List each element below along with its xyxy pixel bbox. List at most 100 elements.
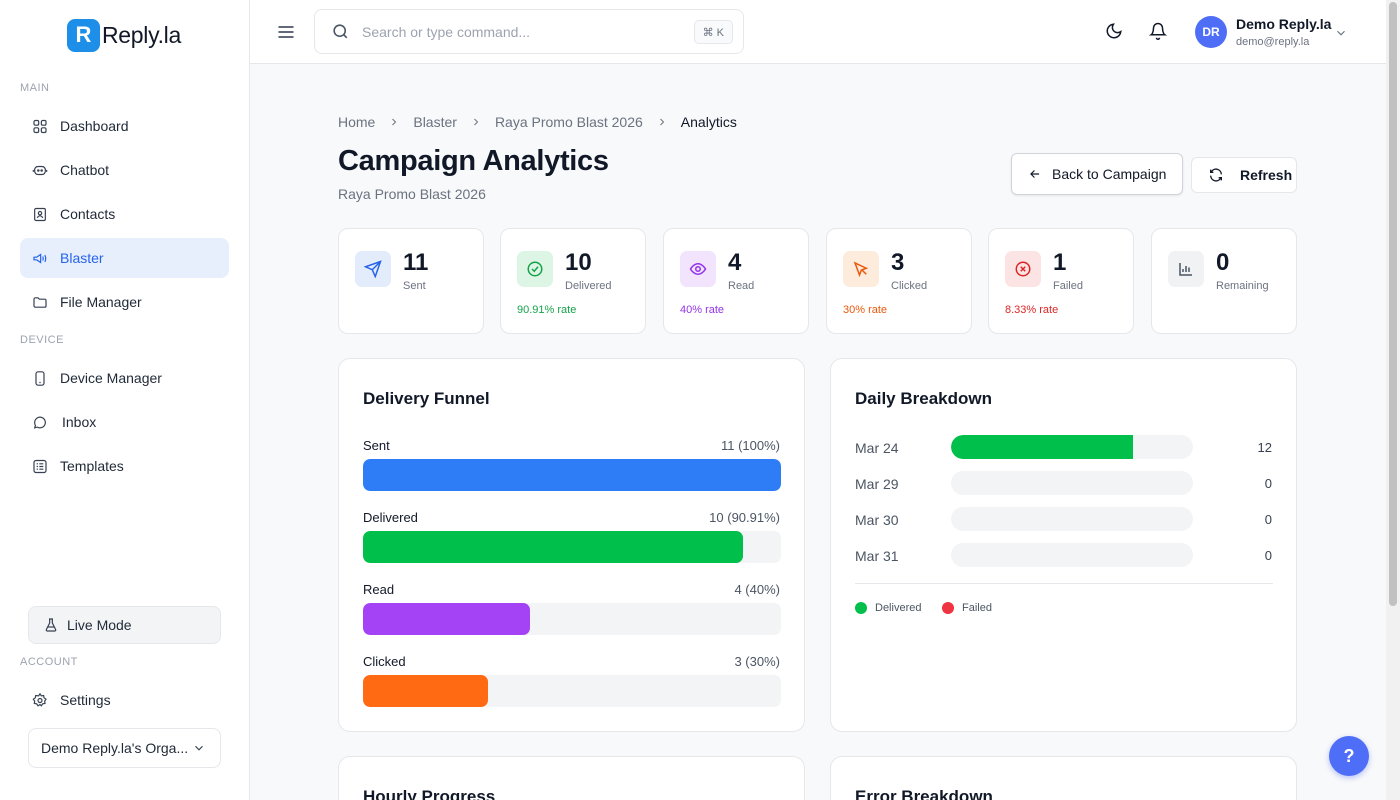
hourly-progress-panel: Hourly Progress [338,756,805,800]
back-to-campaign-button[interactable]: Back to Campaign [1011,153,1183,195]
day-label: Mar 29 [855,476,899,492]
sidebar-item-file-manager[interactable]: File Manager [20,282,229,322]
flask-icon [45,618,57,632]
logo-mark: R [67,18,100,52]
funnel-value: 3 (30%) [734,654,780,669]
funnel-track-read [363,603,781,635]
user-name[interactable]: Demo Reply.la [1236,16,1332,32]
organization-select[interactable]: Demo Reply.la's Orga... [28,728,221,768]
page-scrollbar[interactable] [1386,0,1400,800]
section-label-account: ACCOUNT [20,656,78,668]
help-button[interactable]: ? [1329,736,1369,776]
day-track [951,471,1193,495]
sidebar-item-device-manager[interactable]: Device Manager [20,358,229,398]
funnel-track-clicked [363,675,781,707]
back-button-label: Back to Campaign [1052,166,1167,182]
section-label-device: DEVICE [20,334,64,346]
legend-dot [942,602,954,614]
top-header: ⌘ K DR Demo Reply.la demo@reply.la [250,0,1386,64]
organization-name: Demo Reply.la's Orga... [41,740,189,756]
stat-card-sent: 11 Sent [338,228,484,334]
stat-value: 1 [1053,249,1067,276]
page-subtitle: Raya Promo Blast 2026 [338,186,486,202]
stat-label: Read [728,280,755,292]
sidebar-item-blaster[interactable]: Blaster [20,238,229,278]
sidebar-item-templates[interactable]: Templates [20,446,229,486]
day-label: Mar 30 [855,512,899,528]
sidebar-item-dashboard[interactable]: Dashboard [20,106,229,146]
send-icon [355,251,391,287]
stat-card-clicked: 3 Clicked 30% rate [826,228,972,334]
page-title: Campaign Analytics [338,145,609,177]
x-circle-icon [1005,251,1041,287]
cursor-icon [843,251,879,287]
sidebar-item-label: Settings [60,692,111,708]
gear-icon [32,692,48,708]
folder-icon [32,294,48,310]
sidebar-item-label: Templates [60,458,124,474]
chevron-right-icon [656,116,668,128]
breadcrumb: Home Blaster Raya Promo Blast 2026 Analy… [338,114,737,130]
sidebar-item-label: Chatbot [60,162,110,178]
error-breakdown-panel: Error Breakdown [830,756,1297,800]
funnel-label: Sent [363,438,390,453]
funnel-value: 10 (90.91%) [709,510,780,525]
divider [855,583,1273,584]
breadcrumb-current: Analytics [680,114,737,130]
refresh-button[interactable]: Refresh [1191,157,1297,193]
bot-icon [32,162,48,178]
stat-value: 0 [1216,249,1230,276]
chevron-right-icon [470,116,482,128]
legend-failed: Failed [942,602,992,614]
chevron-down-icon[interactable] [1334,26,1348,40]
funnel-value: 11 (100%) [720,438,780,453]
stat-value: 11 [403,249,429,276]
sidebar-item-settings[interactable]: Settings [20,680,229,720]
section-label-main: MAIN [20,82,50,94]
avatar[interactable]: DR [1195,16,1227,48]
breadcrumb-home[interactable]: Home [338,114,376,130]
scrollbar-thumb[interactable] [1389,2,1397,606]
stat-rate: 90.91% rate [517,304,577,316]
breadcrumb-campaign[interactable]: Raya Promo Blast 2026 [494,114,643,130]
day-track [951,435,1193,459]
sidebar-item-inbox[interactable]: Inbox [20,402,229,442]
megaphone-icon [32,250,48,266]
sidebar-item-label: Blaster [60,250,104,266]
bell-icon[interactable] [1149,22,1167,40]
breadcrumb-blaster[interactable]: Blaster [413,114,457,130]
sidebar-item-label: Contacts [60,206,116,222]
search-input[interactable] [362,23,682,40]
daily-breakdown-panel: Daily Breakdown Mar 24 12 Mar 29 0 Mar 3… [830,358,1297,732]
legend-delivered: Delivered [855,602,921,614]
search-box[interactable]: ⌘ K [314,9,744,54]
funnel-track-sent [363,459,781,491]
legend-label: Failed [962,602,992,614]
app-logo[interactable]: R Reply.la [67,18,181,52]
panel-title: Hourly Progress [363,787,496,800]
sidebar-item-label: File Manager [60,294,142,310]
funnel-bar-read [363,603,531,635]
hamburger-menu-icon[interactable] [276,22,296,42]
funnel-value: 4 (40%) [734,582,780,597]
live-mode-button[interactable]: Live Mode [28,606,221,644]
sidebar-item-label: Device Manager [60,370,162,386]
sidebar-item-contacts[interactable]: Contacts [20,194,229,234]
stat-rate: 40% rate [680,304,725,316]
logo-text: Reply.la [102,21,181,48]
template-icon [32,458,48,474]
check-circle-icon [517,251,553,287]
stat-rate: 30% rate [843,304,888,316]
sidebar: R Reply.la MAIN Dashboard Chatbot Contac… [0,0,250,800]
stat-value: 4 [728,249,742,276]
funnel-bar-sent [363,459,781,491]
stat-label: Remaining [1216,280,1269,292]
day-bar-delivered [951,435,1133,459]
day-value: 0 [1264,512,1272,527]
chevron-down-icon [195,745,203,751]
stat-card-failed: 1 Failed 8.33% rate [988,228,1134,334]
sidebar-item-chatbot[interactable]: Chatbot [20,150,229,190]
moon-icon[interactable] [1105,22,1123,40]
panel-title: Daily Breakdown [855,389,992,408]
legend-label: Delivered [875,602,922,614]
